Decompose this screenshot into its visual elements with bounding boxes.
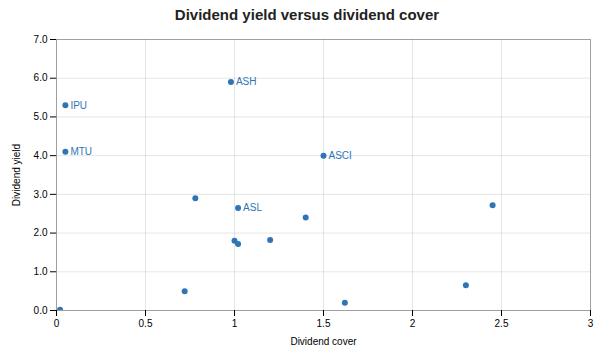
svg-text:0.0: 0.0: [34, 305, 48, 316]
html-text:Dividend yield versus dividend: Dividend yield versus dividend cover: [174, 6, 440, 23]
svg-text:MTU: MTU: [70, 146, 92, 157]
svg-text:ASL: ASL: [243, 202, 262, 213]
svg-text:0.5: 0.5: [139, 318, 153, 329]
svg-text:2.5: 2.5: [495, 318, 509, 329]
svg-text:7.0: 7.0: [34, 34, 48, 45]
svg-text:3.0: 3.0: [34, 189, 48, 200]
svg-text:ASH: ASH: [236, 76, 257, 87]
svg-text:3: 3: [588, 318, 594, 329]
svg-text:IPU: IPU: [70, 100, 87, 111]
svg-text:ASCI: ASCI: [329, 150, 352, 161]
svg-text:Dividend cover: Dividend cover: [290, 336, 357, 347]
svg-text:1: 1: [232, 318, 238, 329]
svg-text:Dividend yield: Dividend yield: [11, 144, 22, 206]
svg-text:1.0: 1.0: [34, 266, 48, 277]
svg-text:2: 2: [410, 318, 416, 329]
svg-text:6.0: 6.0: [34, 72, 48, 83]
svg-text:1.5: 1.5: [317, 318, 331, 329]
svg-text:0: 0: [54, 318, 60, 329]
svg-text:4.0: 4.0: [34, 150, 48, 161]
svg-text:2.0: 2.0: [34, 227, 48, 238]
svg-text:5.0: 5.0: [34, 111, 48, 122]
